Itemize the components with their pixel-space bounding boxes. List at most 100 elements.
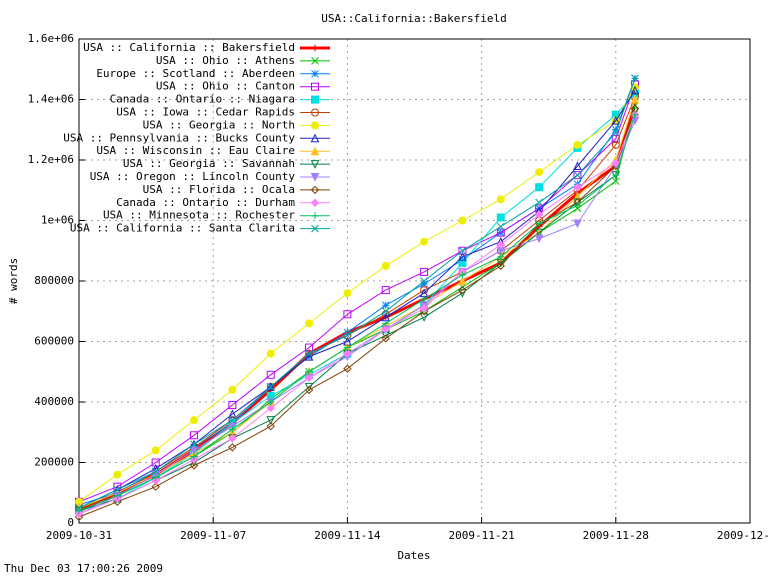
point-marker bbox=[190, 440, 198, 449]
point-marker bbox=[343, 364, 352, 373]
y-tick-label: 1e+06 bbox=[41, 214, 74, 227]
series-line bbox=[78, 111, 636, 512]
x-tick-label: 2009-11-28 bbox=[583, 529, 649, 542]
legend-label: USA :: Florida :: Ocala bbox=[143, 183, 295, 196]
point-marker bbox=[305, 349, 313, 358]
point-marker bbox=[305, 343, 314, 352]
point-marker bbox=[573, 201, 581, 209]
series bbox=[75, 74, 639, 512]
point-marker bbox=[535, 183, 544, 192]
point-marker bbox=[151, 446, 160, 455]
point-marker bbox=[631, 111, 639, 119]
point-marker bbox=[190, 452, 198, 460]
point-marker bbox=[305, 368, 313, 376]
legend-marker bbox=[311, 121, 319, 130]
point-marker bbox=[458, 276, 467, 285]
point-marker bbox=[631, 74, 639, 83]
legend-marker bbox=[310, 198, 320, 208]
point-marker bbox=[630, 104, 640, 113]
y-axis-label: # words bbox=[7, 258, 20, 304]
point-marker bbox=[228, 416, 237, 425]
legend-label: USA :: Oregon :: Lincoln County bbox=[90, 170, 296, 183]
point-marker bbox=[266, 383, 275, 391]
point-marker bbox=[304, 382, 314, 392]
point-marker bbox=[343, 349, 352, 358]
point-marker bbox=[382, 319, 390, 327]
point-marker bbox=[381, 261, 390, 270]
legend-label: Canada :: Ontario :: Niagara bbox=[110, 93, 295, 106]
point-marker bbox=[458, 271, 466, 279]
legend-marker bbox=[311, 69, 319, 78]
point-marker bbox=[420, 267, 429, 276]
series-line bbox=[78, 87, 636, 503]
point-marker bbox=[419, 304, 429, 313]
legend-label: USA :: Iowa :: Cedar Rapids bbox=[116, 106, 295, 119]
footer: Thu Dec 03 17:00:26 2009 bbox=[4, 562, 163, 575]
legend-label: USA :: Georgia :: Savannah bbox=[123, 157, 295, 170]
point-marker bbox=[381, 325, 390, 334]
point-marker bbox=[266, 382, 276, 391]
legend-label: USA :: Pennsylvania :: Bucks County bbox=[63, 131, 295, 144]
point-marker bbox=[305, 319, 314, 328]
point-marker bbox=[304, 352, 314, 361]
y-tick-label: 600000 bbox=[34, 335, 74, 348]
legend-label: USA :: Ohio :: Athens bbox=[156, 54, 295, 67]
legend-marker bbox=[311, 108, 319, 117]
point-marker bbox=[573, 140, 582, 149]
point-marker bbox=[573, 161, 582, 171]
legend-label: USA :: California :: Santa Clarita bbox=[70, 222, 295, 235]
point-marker bbox=[420, 277, 428, 285]
point-marker bbox=[381, 334, 390, 343]
legend-marker bbox=[311, 57, 319, 65]
point-marker bbox=[343, 289, 352, 298]
series bbox=[75, 111, 639, 515]
point-marker bbox=[75, 504, 83, 512]
point-marker bbox=[343, 344, 351, 352]
series-line bbox=[78, 114, 636, 512]
point-marker bbox=[189, 446, 199, 456]
point-marker bbox=[535, 198, 543, 207]
legend-label: USA :: Wisconsin :: Eau Claire bbox=[96, 144, 295, 157]
point-marker bbox=[496, 261, 505, 271]
legend-marker bbox=[311, 224, 319, 233]
plot-frame bbox=[78, 38, 751, 524]
legend-marker bbox=[311, 44, 319, 52]
point-marker bbox=[630, 94, 640, 104]
point-marker bbox=[534, 210, 544, 219]
legend-marker bbox=[311, 95, 319, 104]
point-marker bbox=[266, 370, 275, 379]
legend-marker bbox=[311, 212, 319, 220]
point-marker bbox=[152, 474, 160, 482]
legend-label: USA :: Ohio :: Canton bbox=[156, 80, 295, 93]
point-marker bbox=[266, 416, 276, 425]
point-marker bbox=[611, 140, 620, 149]
point-marker bbox=[190, 416, 199, 425]
y-tick-label: 400000 bbox=[34, 395, 74, 408]
point-marker bbox=[151, 482, 160, 491]
point-marker bbox=[419, 313, 429, 322]
point-marker bbox=[496, 213, 505, 222]
y-tick-label: 1.2e+06 bbox=[28, 153, 74, 166]
series-line bbox=[78, 84, 636, 503]
point-marker bbox=[228, 434, 237, 443]
x-tick-label: 2009-12-05 bbox=[717, 529, 768, 542]
x-axis-label: Dates bbox=[397, 549, 430, 562]
point-marker bbox=[496, 222, 505, 231]
legend-label: USA :: California :: Bakersfield bbox=[83, 41, 295, 54]
point-marker bbox=[266, 403, 275, 413]
y-tick-label: 800000 bbox=[34, 274, 74, 287]
point-marker bbox=[228, 401, 237, 410]
legend-marker bbox=[310, 173, 320, 182]
point-marker bbox=[151, 467, 160, 476]
point-marker bbox=[304, 385, 314, 395]
legend-marker bbox=[311, 82, 319, 91]
legend-marker bbox=[310, 185, 320, 195]
legend-label: USA :: Minnesota :: Rochester bbox=[103, 209, 295, 222]
point-marker bbox=[458, 285, 467, 295]
point-marker bbox=[630, 85, 640, 95]
chart-title: USA::California::Bakersfield bbox=[321, 12, 506, 25]
point-marker bbox=[534, 234, 544, 244]
series-line bbox=[78, 120, 636, 515]
